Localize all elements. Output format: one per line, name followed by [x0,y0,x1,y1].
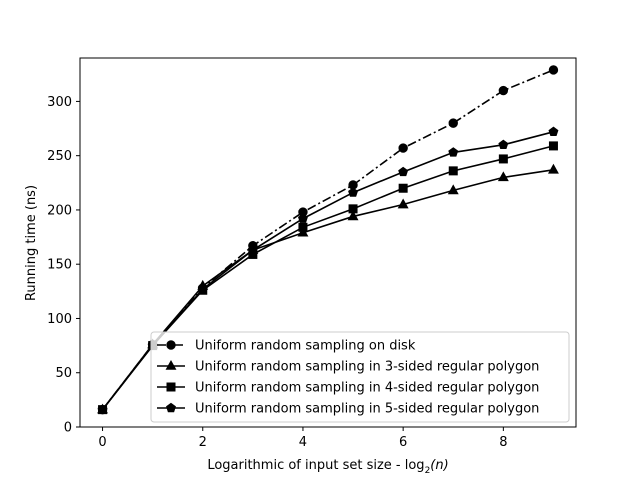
legend-marker [166,402,176,413]
data-point [548,141,558,151]
data-point [347,210,359,221]
y-tick-label: 250 [47,149,72,164]
data-point [197,283,208,294]
data-point [448,166,458,176]
legend-label: Uniform random sampling in 4-sided regul… [195,381,539,396]
y-tick-label: 100 [47,312,72,327]
x-axis-label-main: Logarithmic of input set size - log [207,458,424,473]
x-tick-label: 2 [199,435,207,450]
y-tick-label: 0 [64,421,72,436]
x-axis-label-tail: (n) [430,458,448,473]
x-axis: 0 2 4 6 8 [98,427,507,450]
x-tick-label: 8 [499,435,507,450]
data-point [548,163,559,174]
data-point [398,183,408,193]
data-point [297,226,309,237]
y-tick-label: 200 [47,203,72,218]
data-point [448,147,459,157]
series-line [101,168,554,411]
x-axis-label-subscript: 2 [425,466,431,476]
data-point [97,404,108,414]
legend-label: Uniform random sampling in 5-sided regul… [195,402,539,417]
data-point [498,85,509,96]
legend-entry: Uniform random sampling on disk [157,339,416,354]
x-tick-label: 0 [98,435,106,450]
data-point [348,204,358,214]
legend-marker [166,382,176,392]
data-point [247,244,258,255]
x-axis-label: Logarithmic of input set size - log2(n) [207,458,448,476]
series-line [101,131,554,411]
data-point [348,187,359,197]
data-point [447,184,459,195]
data-point [497,171,509,182]
legend-entry: Uniform random sampling in 3-sided regul… [157,360,539,375]
y-tick-label: 150 [47,258,72,273]
y-axis-label: Running time (ns) [24,185,39,301]
data-point [297,213,308,223]
legend: Uniform random sampling on disk Uniform r… [150,331,570,423]
y-axis: 0 50 100 150 200 250 300 [47,95,80,436]
data-point [398,166,409,177]
legend-entry: Uniform random sampling in 4-sided regul… [157,381,539,396]
legend-entry: Uniform random sampling in 5-sided regul… [157,402,539,417]
data-point [397,198,409,209]
data-point [298,222,308,232]
x-tick-label: 6 [399,435,407,450]
legend-marker [166,340,176,350]
x-tick-label: 4 [299,435,307,450]
y-tick-label: 300 [47,95,72,110]
series-4 [97,126,559,414]
data-point [498,139,509,150]
data-point [398,143,408,153]
plot-frame [79,57,577,428]
data-point [448,118,458,128]
data-point [548,126,559,137]
data-point [498,154,508,164]
legend-box [150,331,570,423]
legend-marker [165,359,177,370]
legend-label: Uniform random sampling in 3-sided regul… [195,360,539,375]
data-point [548,65,559,75]
y-tick-label: 50 [55,366,72,381]
legend-label: Uniform random sampling on disk [195,339,416,354]
